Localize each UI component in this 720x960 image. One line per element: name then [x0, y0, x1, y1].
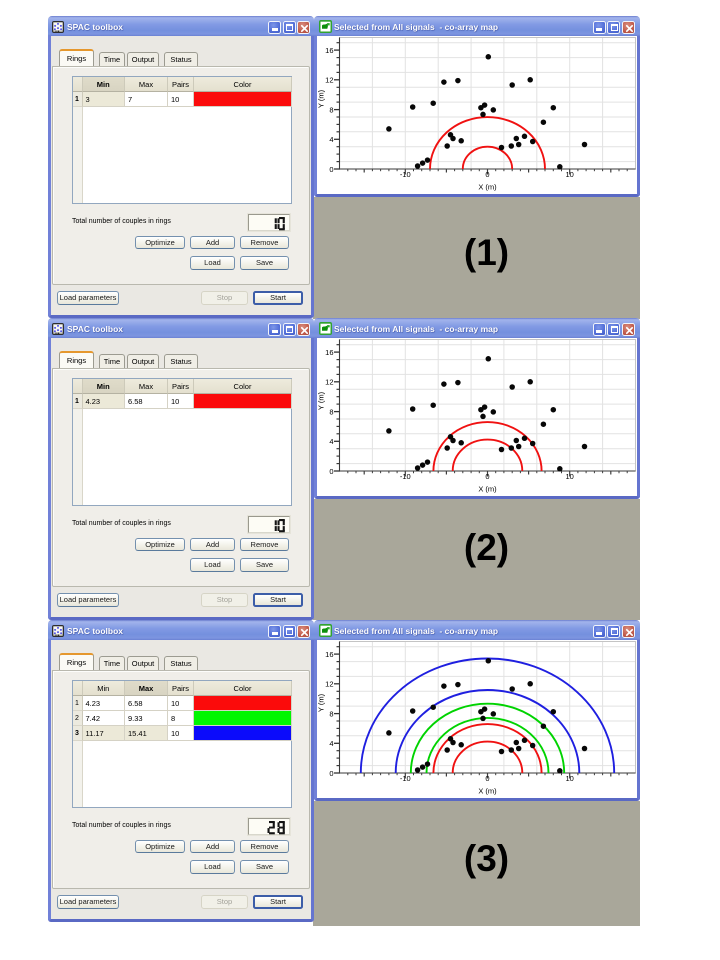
svg-text:4: 4 [329, 437, 333, 446]
svg-text:12: 12 [325, 76, 333, 85]
svg-text:8: 8 [329, 105, 333, 114]
svg-text:Y (m): Y (m) [317, 89, 326, 108]
svg-text:16: 16 [325, 46, 333, 55]
svg-text:0: 0 [329, 769, 333, 778]
svg-text:0: 0 [485, 472, 489, 481]
svg-text:0: 0 [485, 774, 489, 783]
svg-text:12: 12 [325, 378, 333, 387]
svg-text:Y (m): Y (m) [317, 693, 326, 712]
svg-text:8: 8 [329, 709, 333, 718]
svg-text:X (m): X (m) [478, 485, 497, 494]
svg-text:10: 10 [566, 774, 574, 783]
svg-text:4: 4 [329, 135, 333, 144]
svg-text:X (m): X (m) [478, 787, 497, 796]
svg-text:12: 12 [325, 680, 333, 689]
svg-text:8: 8 [329, 407, 333, 416]
svg-text:-10: -10 [400, 774, 411, 783]
svg-text:0: 0 [329, 467, 333, 476]
svg-text:10: 10 [566, 170, 574, 179]
svg-text:Y (m): Y (m) [317, 391, 326, 410]
svg-text:4: 4 [329, 739, 333, 748]
svg-text:16: 16 [325, 650, 333, 659]
svg-text:X (m): X (m) [478, 183, 497, 192]
svg-text:16: 16 [325, 348, 333, 357]
svg-text:0: 0 [485, 170, 489, 179]
svg-text:-10: -10 [400, 170, 411, 179]
svg-text:-10: -10 [400, 472, 411, 481]
svg-text:10: 10 [566, 472, 574, 481]
svg-text:0: 0 [329, 165, 333, 174]
